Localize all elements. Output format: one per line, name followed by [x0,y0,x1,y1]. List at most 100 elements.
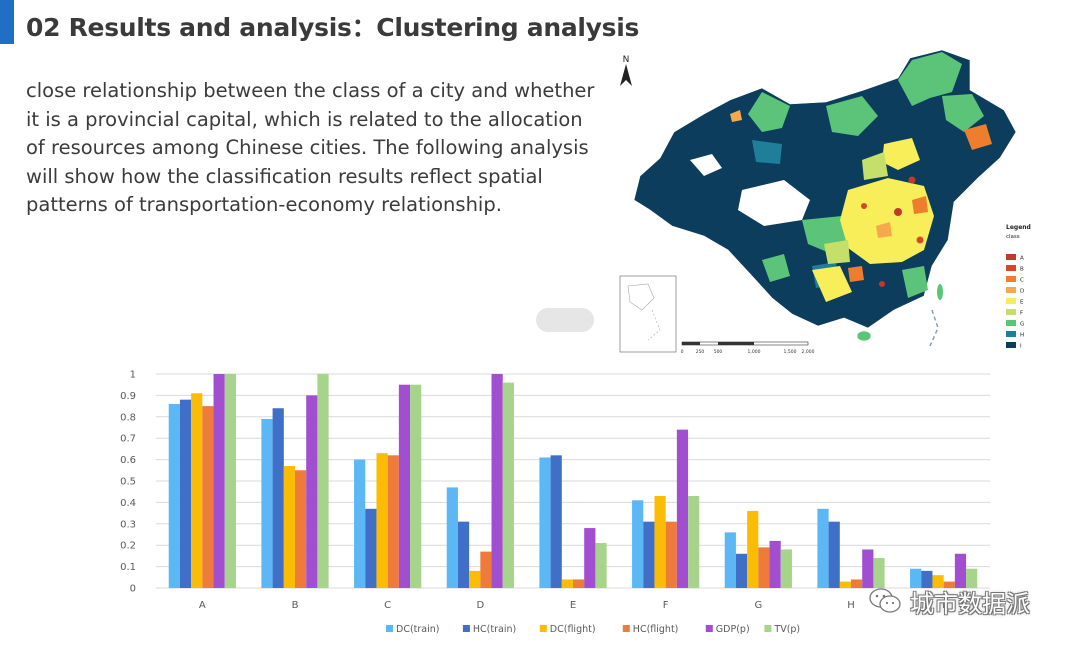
bar [862,549,874,588]
chart-legend-swatch [705,625,713,632]
map-city-a [894,208,902,216]
map-city-b [916,236,924,244]
map-island [856,330,872,342]
chart-legend-swatch [386,625,393,632]
map-region-d [876,222,892,238]
body-line: it is a provincial capital, which is rel… [26,107,583,131]
bar [191,393,203,588]
bar [283,466,295,588]
body-line: of resources among Chinese cities. The f… [26,136,589,159]
map-region-e [882,138,920,170]
map-dashed-boundary [929,309,939,347]
bar [817,508,829,588]
x-tick-label: E [570,600,576,611]
bar [539,457,551,588]
map-region-g [898,52,962,106]
bar [954,553,967,588]
bar [910,568,922,588]
map-region-e [812,266,852,302]
chart-legend-swatch [539,625,547,632]
legend-label: E [1020,300,1024,306]
y-tick-label: 0.9 [120,391,136,402]
bar [295,470,307,588]
bar-chart-svg: 0 0.1 0.2 0.3 0.4 0.5 0.6 0.7 0.8 0.9 1 A B C D E F G H I DC… [120,370,990,635]
y-tick-label: 0.7 [120,434,136,445]
legend-swatch [1006,320,1016,326]
map-region-c [912,196,928,214]
map-region-g [762,254,790,282]
y-tick-label: 0.6 [120,455,136,466]
bar [873,558,885,588]
bar [179,399,192,588]
title-accent-bar [0,0,14,44]
map-region-g [826,96,878,136]
chart-legend-swatch [462,625,470,632]
legend-swatch [1006,265,1016,271]
map-island [937,284,943,300]
bar [735,553,748,588]
map-inset-line [647,309,661,341]
y-tick-label: 0.5 [120,477,136,488]
bar [643,521,655,588]
scale-label: 2,000 [802,349,815,355]
map-region-f [862,152,888,180]
y-tick-label: 0.8 [120,412,136,423]
legend-swatch [1006,342,1016,348]
x-tick-label: B [292,600,299,611]
legend-label: D [1020,289,1024,295]
legend-label: A [1020,256,1024,262]
bar [943,581,955,588]
body-line: patterns of transportation-economy relat… [26,193,502,216]
map-region-e [840,178,934,264]
scale-label: 0 [681,349,684,355]
legend-swatch [1006,298,1016,304]
scale-label: 1,500 [784,349,797,355]
bar [828,521,840,588]
bar [769,540,781,588]
map-svg: N [619,49,1031,355]
north-label: N [623,55,630,65]
slide-title: 02 Results and analysis：Clustering analy… [26,13,640,42]
map-blank-region [690,154,722,176]
map-blank-region [738,180,810,226]
body-paragraph: close relationship between the class of … [26,77,594,220]
bar [724,532,736,588]
map-city-b [861,203,867,209]
map-scale-bar: 0 250 500 1,000 1,500 2,000 [681,341,815,355]
chart-legend-swatch [622,625,630,632]
watermark: 城市数据派 [868,584,1030,618]
x-tick-label: F [663,600,669,611]
map-city-a [908,176,916,184]
bar [665,521,677,588]
map-city-a [879,281,885,287]
bar [780,549,792,588]
legend-subtitle: class [1006,234,1020,240]
legend-swatch [1006,254,1016,260]
scale-label: 1,000 [748,349,761,355]
map-region-c [848,266,864,282]
watermark-text: 城市数据派 [910,589,1030,618]
bar [480,551,492,588]
chart-legend-label: DC(flight) [550,624,596,635]
map-inset-shape [627,283,655,311]
x-tick-label: G [754,600,762,611]
legend-label: G [1020,322,1024,328]
chart-legend-label: HC(train) [473,624,516,635]
bar [398,384,411,588]
ghost-overlay-button[interactable] [536,308,594,332]
bar [561,579,573,588]
bar [502,382,514,588]
map-region-c [964,124,992,150]
bar [306,395,318,588]
map-country-base [633,49,1017,329]
legend-label: I [1020,344,1022,350]
bar [410,384,422,588]
legend-label: C [1020,278,1024,284]
y-tick-label: 1 [130,370,136,381]
x-tick-label: C [384,600,391,611]
chart-legend-label: HC(flight) [633,624,679,635]
legend-label: F [1020,311,1023,317]
x-tick-label: D [476,600,484,611]
bar [758,547,770,588]
legend-swatch [1006,276,1016,282]
